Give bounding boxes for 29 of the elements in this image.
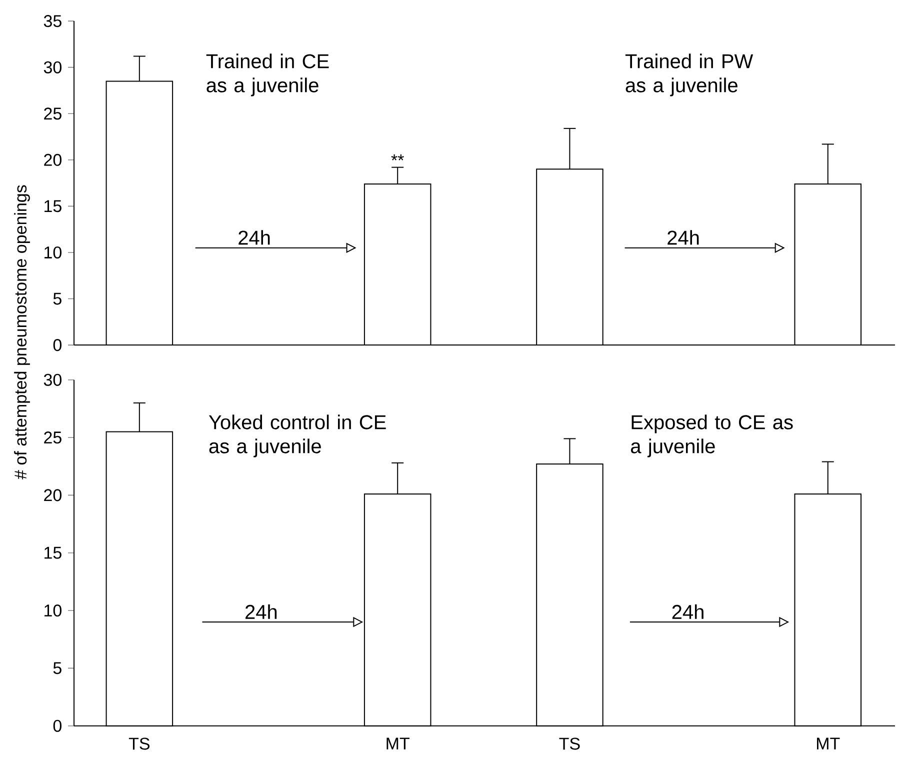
annotation: 24h: [672, 604, 704, 619]
y-tick-label: 30: [44, 374, 62, 386]
annotation: Exposed to CE as a juvenile: [630, 414, 793, 458]
y-tick-label: 35: [44, 15, 62, 28]
x-tick-label: MT: [386, 738, 410, 750]
x-tick-label: MT: [817, 738, 840, 750]
annotation: **: [391, 154, 404, 160]
y-tick-label: 15: [44, 200, 62, 212]
y-tick-label: 5: [53, 292, 62, 305]
y-tick-label: 10: [44, 246, 62, 258]
y-tick-label: 25: [44, 431, 62, 444]
annotation: 24h: [668, 230, 699, 245]
y-tick-label: 20: [44, 489, 62, 502]
y-tick-label: 10: [44, 604, 62, 617]
annotation: 24h: [238, 230, 270, 245]
annotation: Trained in PW as a juvenile: [625, 54, 754, 96]
annotation: 24h: [246, 604, 277, 619]
y-tick-label: 20: [44, 154, 62, 166]
y-tick-label: 25: [44, 108, 62, 120]
y-axis-title: # of attempted pneumostome openings: [14, 185, 30, 480]
y-tick-label: 0: [53, 339, 62, 352]
x-tick-label: TS: [128, 738, 150, 750]
y-tick-label: 30: [44, 61, 62, 74]
y-tick-label: 5: [53, 662, 62, 674]
annotation: Trained in CE as a juvenile: [206, 54, 329, 96]
annotation: Yoked control in CE as a juvenile: [208, 414, 386, 458]
y-tick-label: 15: [44, 546, 62, 559]
x-tick-label: TS: [559, 738, 580, 750]
y-tick-label: 0: [53, 720, 62, 732]
